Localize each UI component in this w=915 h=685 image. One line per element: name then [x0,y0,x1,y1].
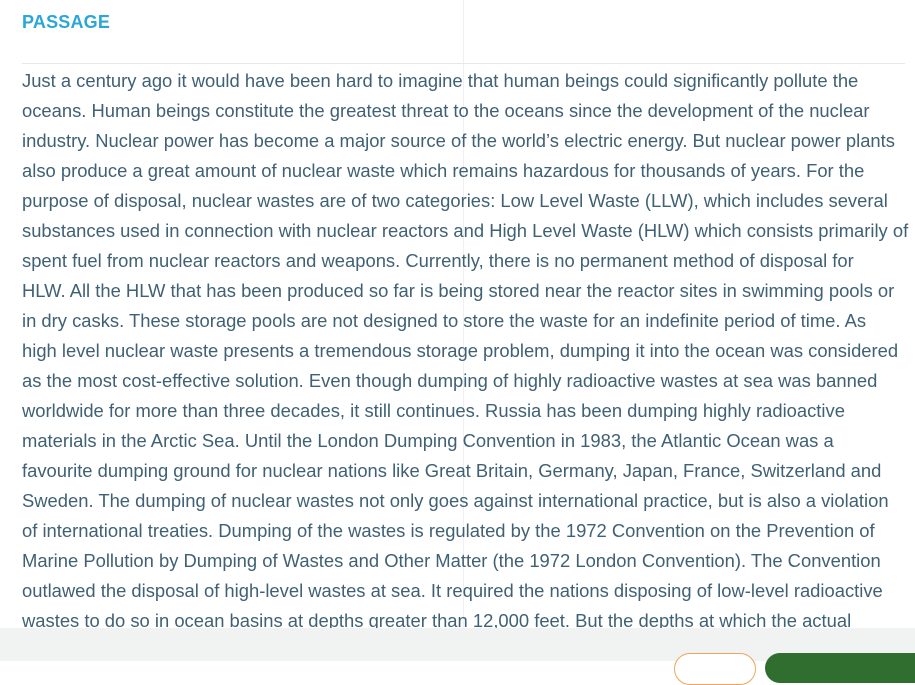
heading-rule [22,63,905,64]
passage-line: HLW. All the HLW that has been produced … [22,280,895,301]
passage-line: oceans. Human beings constitute the grea… [22,100,870,121]
passage-line: high level nuclear waste presents a trem… [22,340,899,361]
passage-line: Sweden. The dumping of nuclear wastes no… [22,490,889,511]
passage-line: purpose of disposal, nuclear wastes are … [22,190,888,211]
primary-button[interactable] [765,653,915,683]
passage-line: Just a century ago it would have been ha… [22,70,859,91]
passage-line: as the most cost-effective solution. Eve… [22,370,878,391]
passage-text: Just a century ago it would have been ha… [22,66,915,632]
passage-line: in dry casks. These storage pools are no… [22,310,867,331]
passage-line: industry. Nuclear power has become a maj… [22,130,895,151]
passage-heading: PASSAGE [22,12,111,32]
passage-line: of international treaties. Dumping of th… [22,520,875,541]
passage-line: also produce a great amount of nuclear w… [22,160,865,181]
passage-line: materials in the Arctic Sea. Until the L… [22,430,834,451]
divider [463,0,464,661]
passage-line: spent fuel from nuclear reactors and wea… [22,250,854,271]
passage-line: wastes to do so in ocean basins at depth… [22,610,852,631]
passage-line: outlawed the disposal of high-level wast… [22,580,883,601]
passage-line: substances used in connection with nucle… [22,220,909,241]
passage-line: favourite dumping ground for nuclear nat… [22,460,882,481]
passage-line: Marine Pollution by Dumping of Wastes an… [22,550,881,571]
passage-line: worldwide for more than three decades, i… [22,400,845,421]
secondary-button[interactable] [674,653,756,685]
footer-bar [0,628,915,661]
